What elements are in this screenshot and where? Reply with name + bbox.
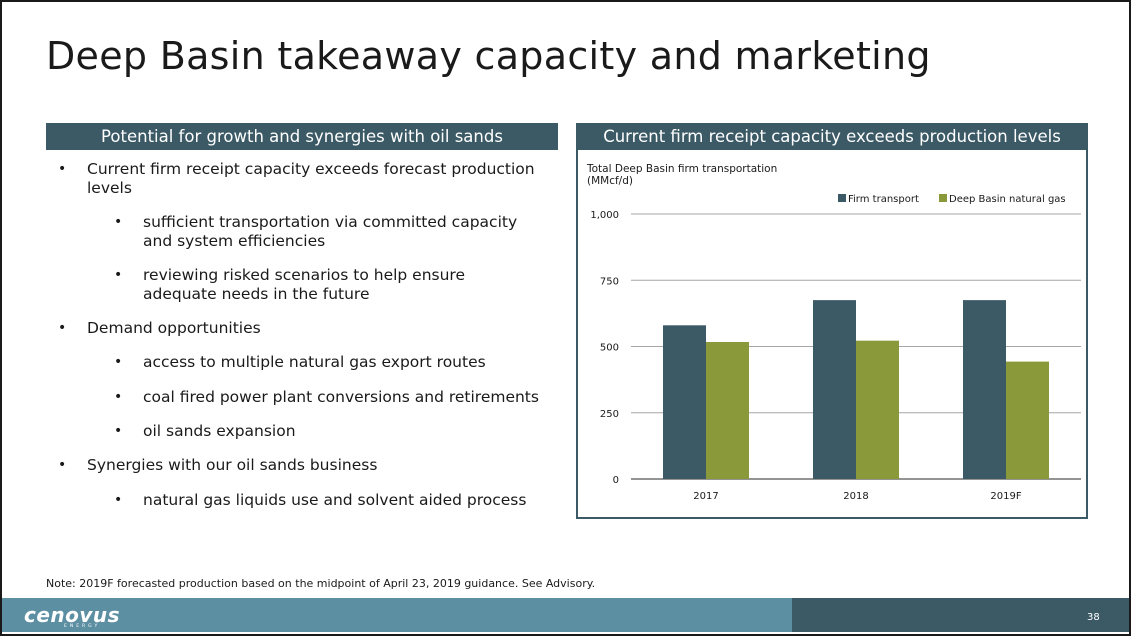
legend-swatch bbox=[838, 194, 846, 202]
sub-bullet-item: • access to multiple natural gas export r… bbox=[114, 353, 486, 372]
chart-panel: Total Deep Basin firm transportation (MM… bbox=[576, 150, 1088, 519]
sub-bullet-item: • reviewing risked scenarios to help ensu… bbox=[114, 266, 466, 304]
bar-deep-basin-natural-gas-2017 bbox=[706, 341, 749, 479]
bar-deep-basin-natural-gas-2018 bbox=[856, 340, 899, 479]
x-tick-label: 2018 bbox=[843, 491, 868, 502]
bullet-text-line: natural gas liquids use and solvent aide… bbox=[143, 491, 527, 509]
y-tick-label: 0 bbox=[613, 475, 619, 486]
bar-firm-transport-2018 bbox=[813, 300, 856, 479]
page-number: 38 bbox=[1087, 612, 1100, 623]
bar-firm-transport-2017 bbox=[663, 325, 706, 479]
bullet-text-line: Demand opportunities bbox=[87, 319, 261, 337]
y-tick-label: 250 bbox=[600, 409, 619, 420]
bullet-text-line: Synergies with our oil sands business bbox=[87, 456, 378, 474]
cenovus-logo-subtitle: ENERGY bbox=[64, 624, 101, 629]
bullet-item: • Synergies with our oil sands business bbox=[58, 456, 378, 475]
chart-bars bbox=[663, 300, 1049, 479]
sub-bullet-item: • sufficient transportation via committed… bbox=[114, 213, 518, 251]
bullet-glyph: • bbox=[114, 492, 123, 508]
footer-bar-dark bbox=[792, 598, 1129, 632]
x-tick-label: 2019F bbox=[990, 491, 1021, 502]
bullet-text-line: oil sands expansion bbox=[143, 422, 296, 440]
bullet-text-line: access to multiple natural gas export ro… bbox=[143, 353, 486, 371]
footnote: Note: 2019F forecasted production based … bbox=[46, 577, 596, 590]
sub-bullet-item: • oil sands expansion bbox=[114, 422, 296, 441]
bullet-text-line: Current firm receipt capacity exceeds fo… bbox=[87, 160, 535, 178]
bullet-glyph: • bbox=[114, 423, 123, 439]
bullet-glyph: • bbox=[114, 214, 123, 230]
legend-label: Deep Basin natural gas bbox=[949, 194, 1066, 205]
y-tick-label: 500 bbox=[600, 343, 619, 354]
legend-swatch bbox=[939, 194, 947, 202]
bullet-text-line: reviewing risked scenarios to help ensur… bbox=[143, 266, 466, 284]
y-axis-ticks: 0 250 500 750 1,000 bbox=[590, 210, 619, 486]
bullet-item: • Current firm receipt capacity exceeds f… bbox=[58, 160, 535, 198]
y-tick-label: 1,000 bbox=[590, 210, 619, 221]
left-section-header: Potential for growth and synergies with … bbox=[46, 123, 558, 150]
chart-legend: Firm transport Deep Basin natural gas bbox=[838, 194, 1066, 205]
bullet-glyph: • bbox=[58, 457, 67, 473]
bullet-text-line: sufficient transportation via committed … bbox=[143, 213, 518, 231]
bar-deep-basin-natural-gas-2019f bbox=[1006, 361, 1049, 479]
bullet-item: • Demand opportunities bbox=[58, 319, 261, 338]
bullet-text-line: levels bbox=[87, 179, 132, 197]
bar-chart: Total Deep Basin firm transportation (MM… bbox=[586, 163, 1081, 502]
bullet-text-line: coal fired power plant conversions and r… bbox=[143, 388, 539, 406]
legend-label: Firm transport bbox=[848, 194, 919, 205]
sub-bullet-item: • coal fired power plant conversions and … bbox=[114, 388, 539, 407]
x-tick-label: 2017 bbox=[693, 491, 718, 502]
bullet-text-line: and system efficiencies bbox=[143, 232, 326, 250]
y-tick-label: 750 bbox=[600, 276, 619, 287]
bullet-glyph: • bbox=[114, 389, 123, 405]
slide-title: Deep Basin takeaway capacity and marketi… bbox=[46, 34, 931, 78]
bullet-glyph: • bbox=[58, 161, 67, 177]
bullet-glyph: • bbox=[58, 320, 67, 336]
sub-bullet-item: • natural gas liquids use and solvent aid… bbox=[114, 491, 527, 510]
chart-title-line-1: Total Deep Basin firm transportation bbox=[586, 163, 777, 175]
right-section-header: Current firm receipt capacity exceeds pr… bbox=[576, 123, 1088, 150]
bar-firm-transport-2019f bbox=[963, 300, 1006, 479]
x-axis-ticks: 2017 2018 2019F bbox=[693, 491, 1022, 502]
chart-title-line-2: (MMcf/d) bbox=[587, 175, 633, 187]
bullet-glyph: • bbox=[114, 354, 123, 370]
bullet-text-line: adequate needs in the future bbox=[143, 285, 370, 303]
bullet-glyph: • bbox=[114, 267, 123, 283]
cenovus-logo: cenovus bbox=[24, 603, 121, 627]
